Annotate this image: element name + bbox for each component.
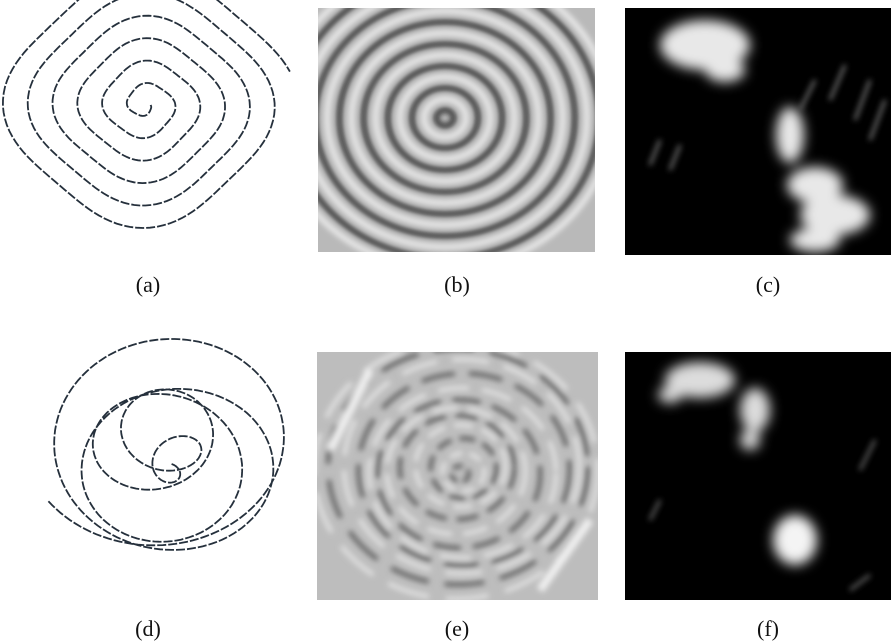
figure: (a) (b) (c) (d) (e) (f) bbox=[0, 0, 891, 644]
caption: (a) bbox=[136, 272, 160, 297]
spiral-a bbox=[3, 0, 290, 228]
response-map-f bbox=[625, 352, 891, 600]
caption: (c) bbox=[756, 272, 780, 297]
response-map-c bbox=[625, 8, 891, 255]
response-map-b bbox=[279, 0, 611, 269]
spiral-stroke bbox=[3, 0, 290, 228]
response-map-e bbox=[314, 341, 598, 600]
caption: (f) bbox=[757, 616, 779, 641]
caption: (e) bbox=[445, 616, 469, 641]
caption: (d) bbox=[135, 616, 161, 641]
spiral-stroke bbox=[48, 339, 284, 550]
spiral-d bbox=[48, 339, 284, 550]
caption: (b) bbox=[444, 272, 470, 297]
